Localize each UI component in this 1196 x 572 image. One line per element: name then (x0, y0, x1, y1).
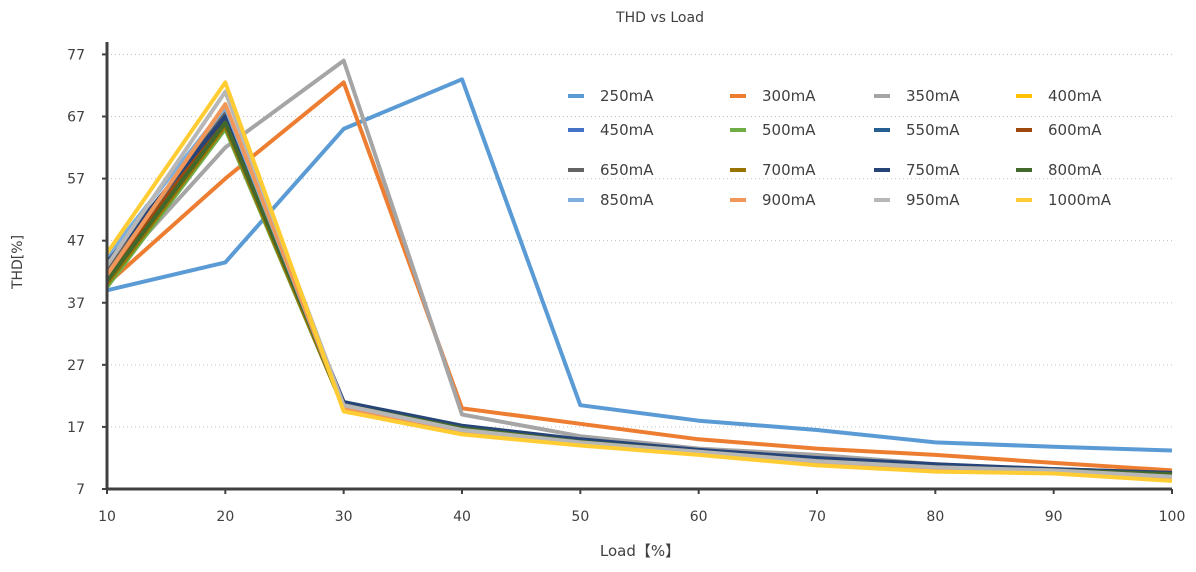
x-tick-label: 80 (926, 509, 944, 525)
legend-label: 650mA (600, 161, 654, 179)
legend-label: 700mA (762, 161, 816, 179)
legend-label: 500mA (762, 121, 816, 139)
legend-label: 900mA (762, 191, 816, 209)
x-tick-label: 50 (571, 509, 589, 525)
y-tick-label: 27 (67, 358, 85, 374)
x-tick-label: 20 (216, 509, 234, 525)
legend-label: 950mA (906, 191, 960, 209)
x-tick-label: 40 (453, 509, 471, 525)
y-tick-label: 67 (67, 110, 85, 126)
legend-label: 600mA (1048, 121, 1102, 139)
series-lines (105, 58, 1173, 483)
y-tick-label: 47 (67, 234, 85, 250)
series-line-950mA (105, 89, 1173, 479)
legend: 250mA 300mA 350mA 400mA 450mA 500mA 550mA 600mA… (568, 87, 1112, 209)
x-axis-label: Load【%】 (600, 542, 680, 560)
y-tick-label: 7 (76, 482, 85, 498)
x-tick-label: 70 (808, 509, 826, 525)
x-tick-label: 100 (1159, 509, 1186, 525)
chart-title: THD vs Load (615, 10, 704, 26)
axes (102, 42, 1173, 494)
x-tick-label: 10 (98, 509, 116, 525)
y-tick-label: 37 (67, 296, 85, 312)
legend-label: 250mA (600, 87, 654, 105)
series-line-300mA (105, 80, 1173, 473)
legend-label: 1000mA (1048, 191, 1112, 209)
legend-label: 550mA (906, 121, 960, 139)
y-axis-label: THD[%] (10, 235, 26, 290)
legend-label: 350mA (906, 87, 960, 105)
legend-label: 750mA (906, 161, 960, 179)
series-line-1000mA (105, 80, 1173, 483)
series-line-250mA (106, 77, 1173, 453)
y-tick-label: 17 (67, 420, 85, 436)
legend-label: 400mA (1048, 87, 1102, 105)
x-tick-label: 90 (1045, 509, 1063, 525)
x-tick-label: 30 (335, 509, 353, 525)
series-line-500mA (105, 126, 1173, 477)
legend-label: 300mA (762, 87, 816, 105)
gridlines (107, 53, 1172, 428)
legend-label: 450mA (600, 121, 654, 139)
x-tick-label: 60 (690, 509, 708, 525)
legend-label: 850mA (600, 191, 654, 209)
y-tick-label: 57 (67, 172, 85, 188)
tick-labels: 7 17 27 37 47 57 67 77 10 20 30 40 50 60 70 80 90 100 (67, 47, 1185, 525)
y-tick-label: 77 (67, 47, 85, 63)
legend-label: 800mA (1048, 161, 1102, 179)
